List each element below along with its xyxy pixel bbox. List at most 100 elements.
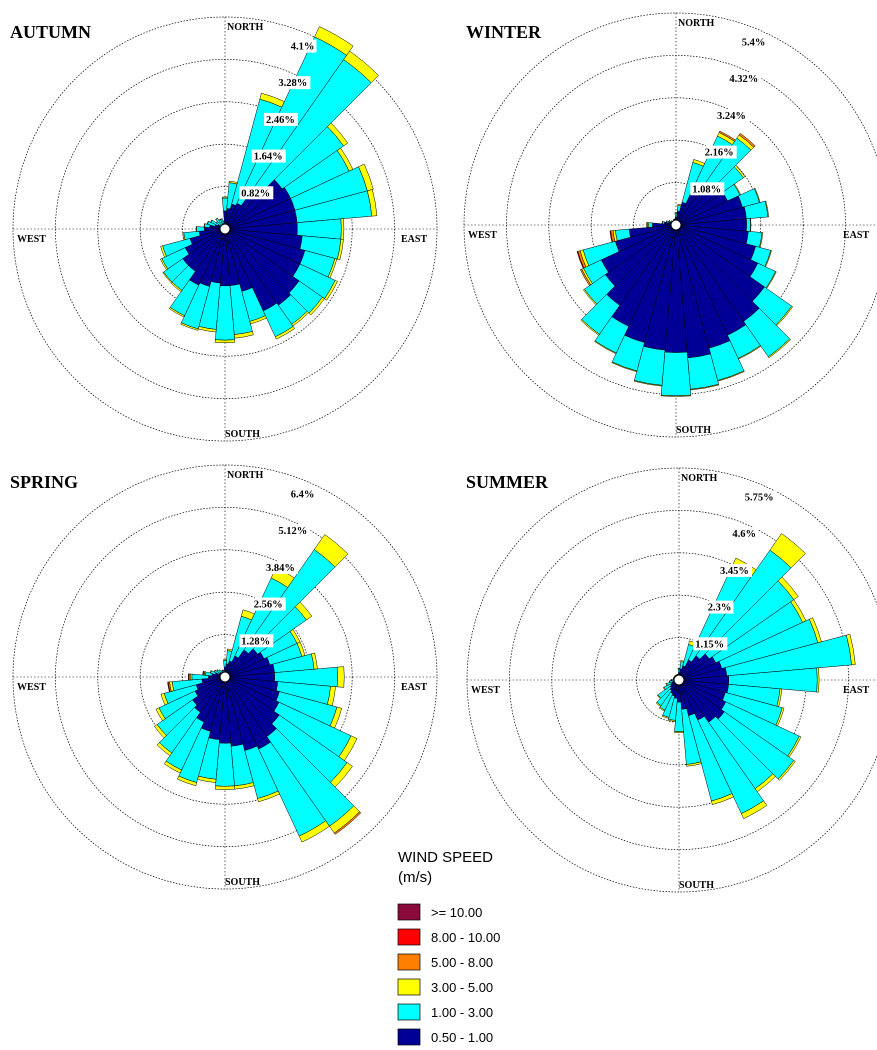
ring-label-bg	[264, 112, 298, 126]
petal-270deg	[187, 673, 190, 681]
ring-label: 3.84%	[266, 563, 295, 574]
ring-label: 2.46%	[266, 115, 295, 126]
ring-label: 1.28%	[241, 636, 270, 647]
petal-210deg	[594, 340, 617, 355]
petal-70deg	[358, 163, 374, 192]
petal-280deg	[203, 223, 206, 228]
legend-swatch	[397, 903, 421, 921]
petal-270deg	[646, 222, 648, 228]
compass-west: WEST	[471, 685, 500, 696]
legend-label: >= 10.00	[431, 905, 482, 920]
ring-label: 5.75%	[745, 493, 774, 504]
petal-250deg	[576, 251, 585, 269]
petal-310deg	[670, 220, 673, 222]
petal-90deg	[746, 218, 751, 232]
ring-label-bg	[702, 145, 737, 159]
ring-label: 1.64%	[254, 152, 283, 163]
petal-240deg	[662, 686, 666, 691]
ring-label-bg	[239, 634, 274, 648]
chart-title: SPRING	[10, 472, 78, 492]
petal-140deg	[333, 811, 362, 835]
ring-label-bg	[718, 563, 752, 577]
petal-190deg	[667, 718, 676, 722]
petal-200deg	[611, 361, 638, 373]
petal-40deg	[343, 50, 379, 84]
petal-240deg	[159, 258, 169, 271]
petal-0deg	[223, 659, 227, 661]
petal-170deg	[686, 761, 702, 767]
petal-50deg	[733, 164, 746, 179]
petal-150deg	[274, 326, 296, 340]
ring-label-bg	[276, 76, 311, 90]
petal-30deg	[314, 26, 354, 56]
wind-rose-autumn: 0.82% 1.64% 2.46% 3.28% 4.1% NORTH SOUTH WEST EA…	[10, 16, 438, 442]
center-marker	[673, 674, 685, 686]
petal-180deg	[660, 351, 692, 397]
petal-40deg	[313, 534, 349, 568]
petal-250deg	[160, 245, 167, 258]
petal-290deg	[206, 220, 209, 225]
ring-label-bg	[727, 72, 762, 86]
petal-350deg	[222, 669, 225, 671]
petal-290deg	[209, 670, 212, 674]
chart-title: SUMMER	[466, 472, 549, 492]
petal-350deg	[677, 673, 679, 675]
center-marker	[670, 219, 682, 231]
petal-270deg	[648, 222, 653, 228]
petal-210deg	[658, 706, 666, 712]
petal-180deg	[660, 394, 692, 397]
petal-80deg	[846, 633, 856, 666]
petal-150deg	[298, 820, 330, 843]
petal-0deg	[221, 196, 229, 199]
legend-label: 3.00 - 5.00	[431, 980, 493, 995]
ring-label-bg	[239, 186, 274, 200]
petal-310deg	[215, 669, 219, 672]
center-marker	[219, 223, 231, 235]
petal-80deg	[367, 189, 378, 217]
ring-label-bg	[730, 527, 759, 541]
ring-label: 4.32%	[729, 74, 758, 85]
petal-230deg	[656, 694, 662, 700]
petal-320deg	[215, 217, 218, 221]
legend-unit: (m/s)	[398, 869, 432, 886]
wind-rose-winter: 1.08% 2.16% 3.24% 4.32% 5.4% NORTH SOUTH WEST EA…	[463, 12, 877, 438]
wind-rose-summer: 1.15% 2.3% 3.45% 4.6% 5.75% NORTH SOUTH WEST EAS…	[466, 467, 877, 893]
petal-230deg	[162, 271, 173, 284]
petal-140deg	[767, 338, 792, 359]
petal-250deg	[160, 692, 169, 706]
compass-north: NORTH	[678, 18, 715, 29]
petal-0deg	[674, 212, 678, 214]
petal-220deg	[580, 319, 600, 336]
compass-west: WEST	[17, 234, 46, 245]
petal-40deg	[738, 133, 756, 148]
ring-label: 3.45%	[720, 566, 749, 577]
compass-east: EAST	[401, 682, 427, 693]
ring-label-bg	[264, 560, 298, 574]
petal-130deg	[777, 760, 796, 781]
center-marker	[219, 671, 231, 683]
legend-swatch	[397, 1003, 421, 1021]
petal-90deg	[336, 666, 345, 688]
petal-120deg	[324, 280, 338, 301]
petal-350deg	[222, 220, 225, 222]
petal-50deg	[327, 122, 349, 147]
petal-160deg	[257, 790, 280, 803]
legend-swatch	[397, 1028, 421, 1046]
ring-label-bg	[276, 524, 311, 538]
legend-label: 5.00 - 8.00	[431, 955, 493, 970]
petal-210deg	[163, 760, 182, 774]
legend-swatch	[397, 953, 421, 971]
compass-north: NORTH	[227, 22, 264, 33]
ring-label: 2.16%	[705, 148, 734, 159]
petal-50deg	[777, 576, 799, 600]
legend-title: WIND SPEED	[398, 849, 493, 866]
legend-swatch	[397, 978, 421, 996]
ring-label-bg	[739, 35, 768, 49]
petal-230deg	[154, 724, 167, 739]
petal-220deg	[156, 742, 173, 757]
ring-label-bg	[693, 637, 728, 651]
ring-label: 3.28%	[278, 78, 307, 89]
petal-90deg	[750, 218, 752, 232]
compass-south: SOUTH	[225, 429, 260, 440]
compass-west: WEST	[468, 230, 497, 241]
